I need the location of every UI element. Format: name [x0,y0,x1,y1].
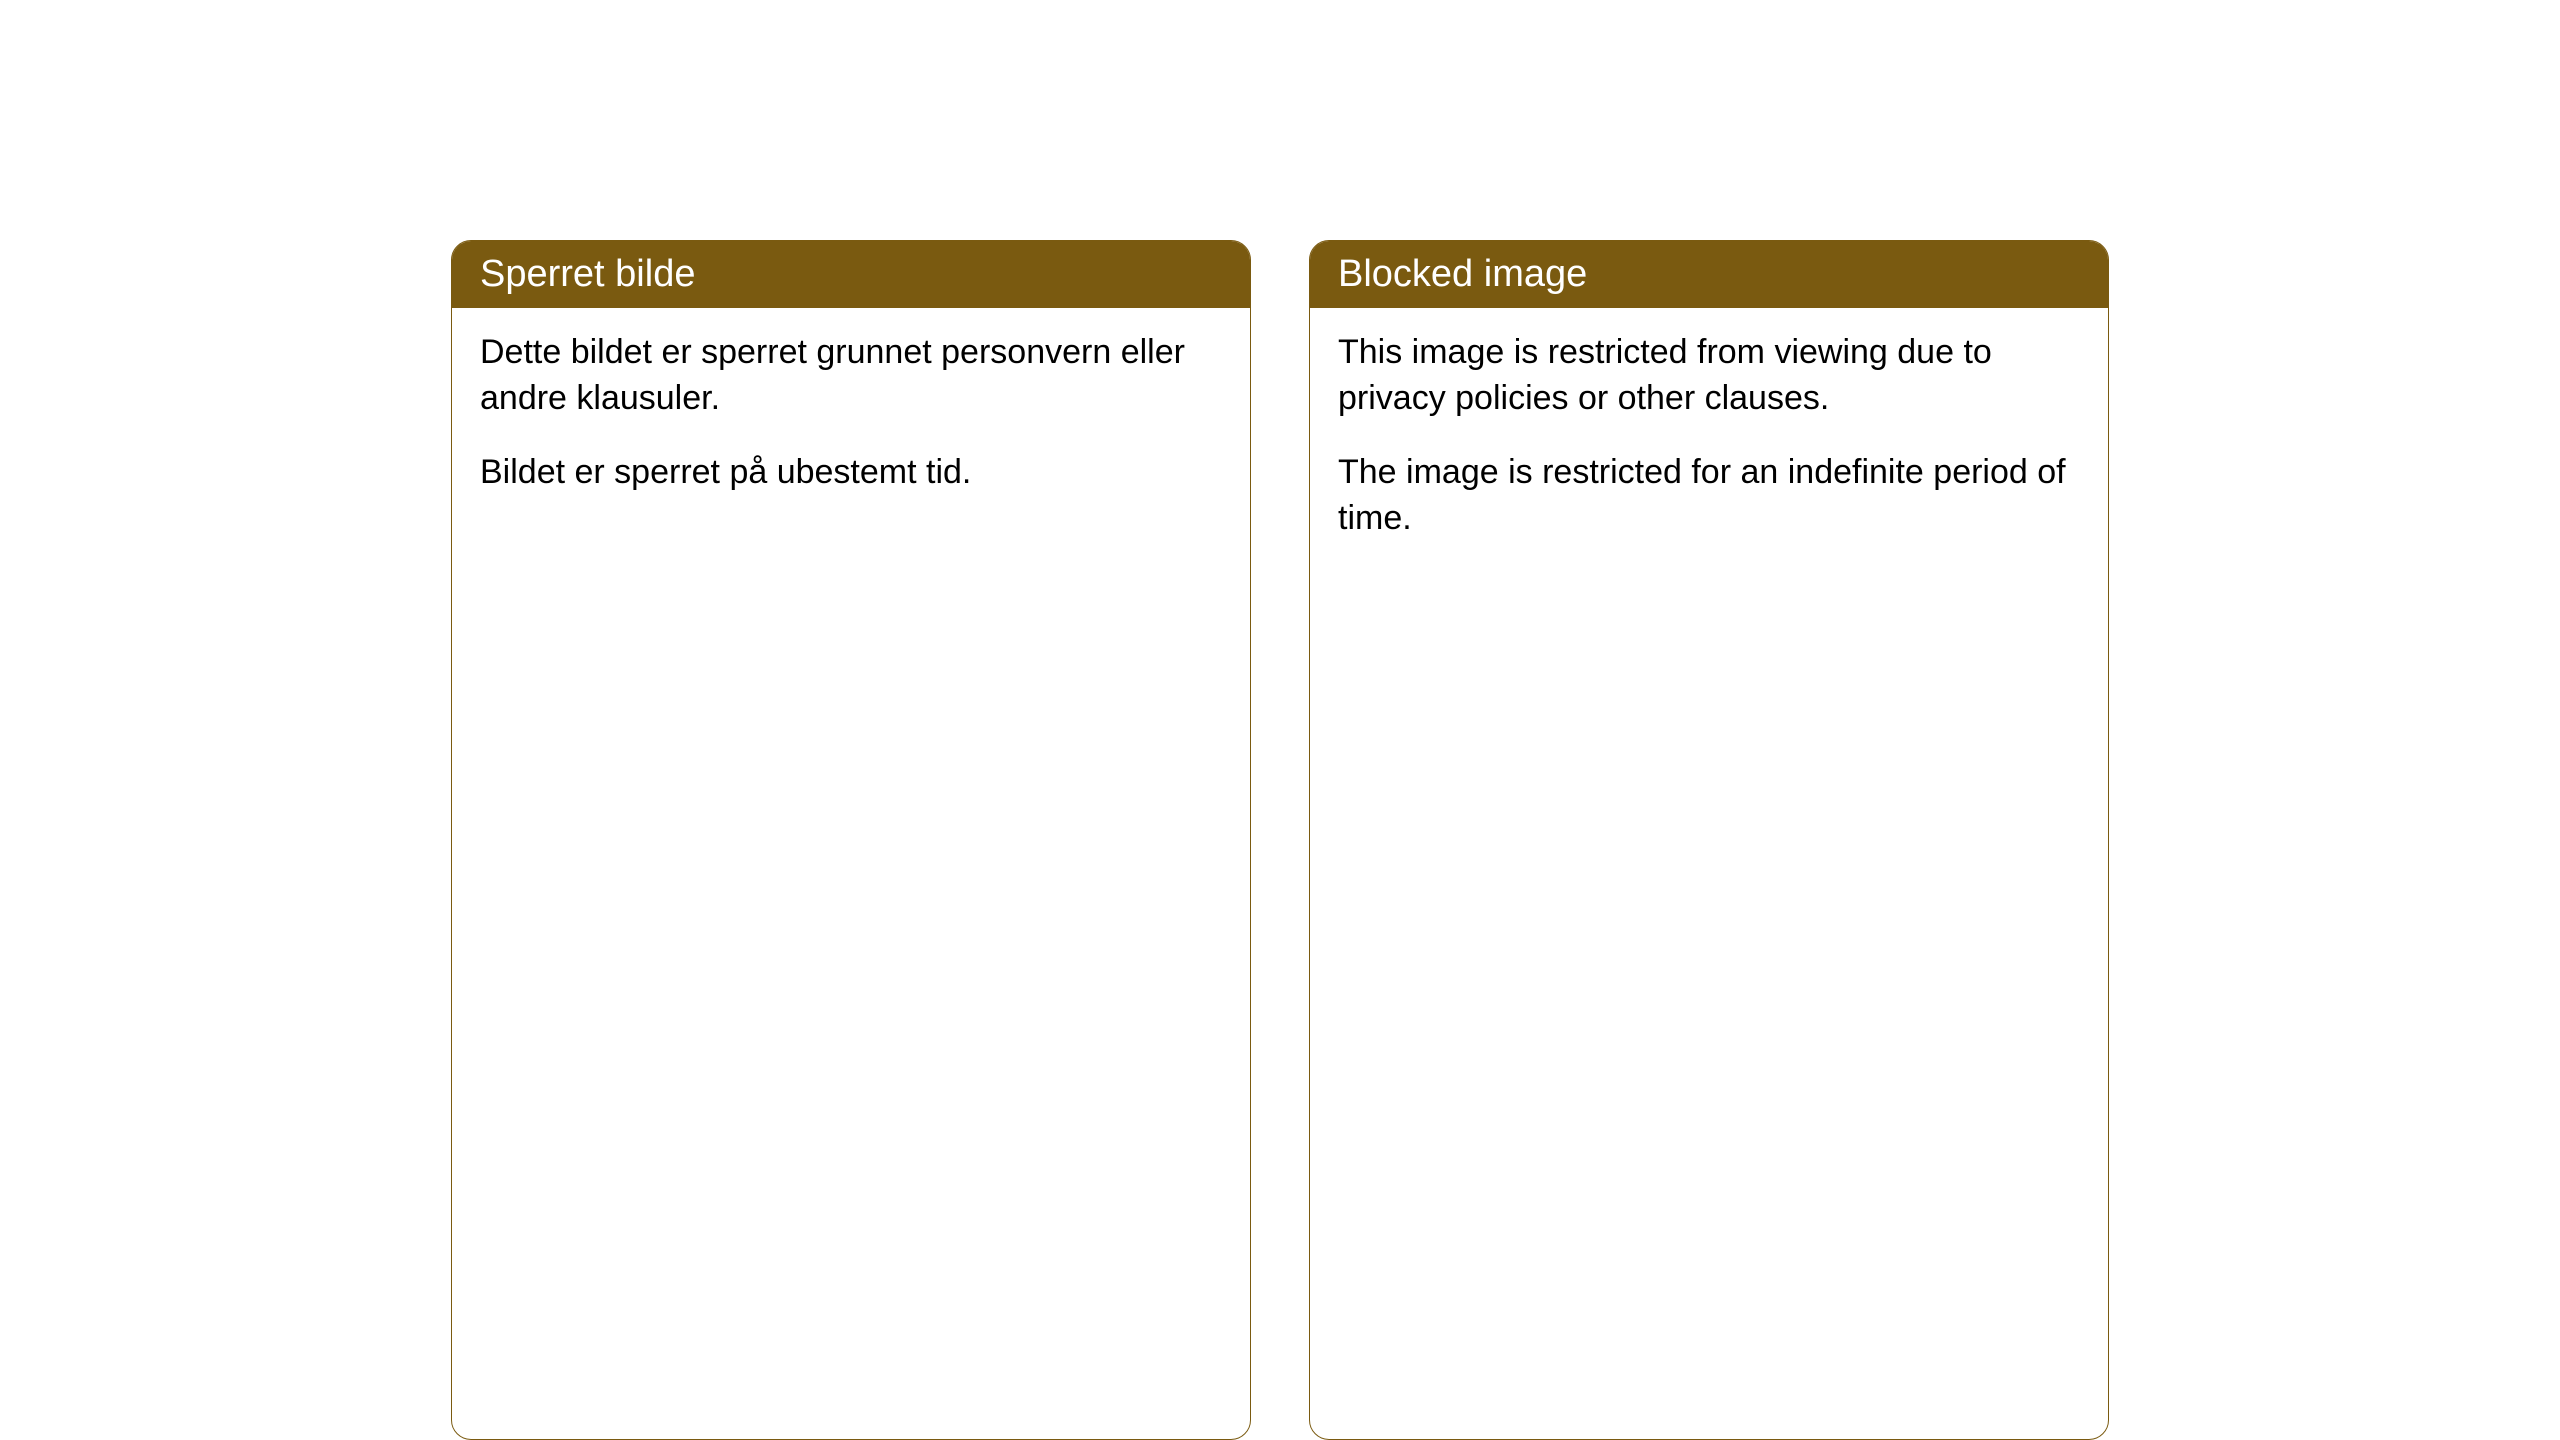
card-title-norwegian: Sperret bilde [480,253,695,295]
card-paragraph-2-norwegian: Bildet er sperret på ubestemt tid. [480,450,1222,496]
card-paragraph-2-english: The image is restricted for an indefinit… [1338,450,2080,542]
card-body-english: This image is restricted from viewing du… [1310,308,2108,582]
card-title-english: Blocked image [1338,253,1587,295]
card-body-norwegian: Dette bildet er sperret grunnet personve… [452,308,1250,536]
notice-card-english: Blocked image This image is restricted f… [1309,240,2109,1440]
card-header-english: Blocked image [1310,241,2108,308]
notice-card-norwegian: Sperret bilde Dette bildet er sperret gr… [451,240,1251,1440]
notice-cards-container: Sperret bilde Dette bildet er sperret gr… [451,240,2109,1440]
card-header-norwegian: Sperret bilde [452,241,1250,308]
card-paragraph-1-english: This image is restricted from viewing du… [1338,330,2080,422]
card-paragraph-1-norwegian: Dette bildet er sperret grunnet personve… [480,330,1222,422]
